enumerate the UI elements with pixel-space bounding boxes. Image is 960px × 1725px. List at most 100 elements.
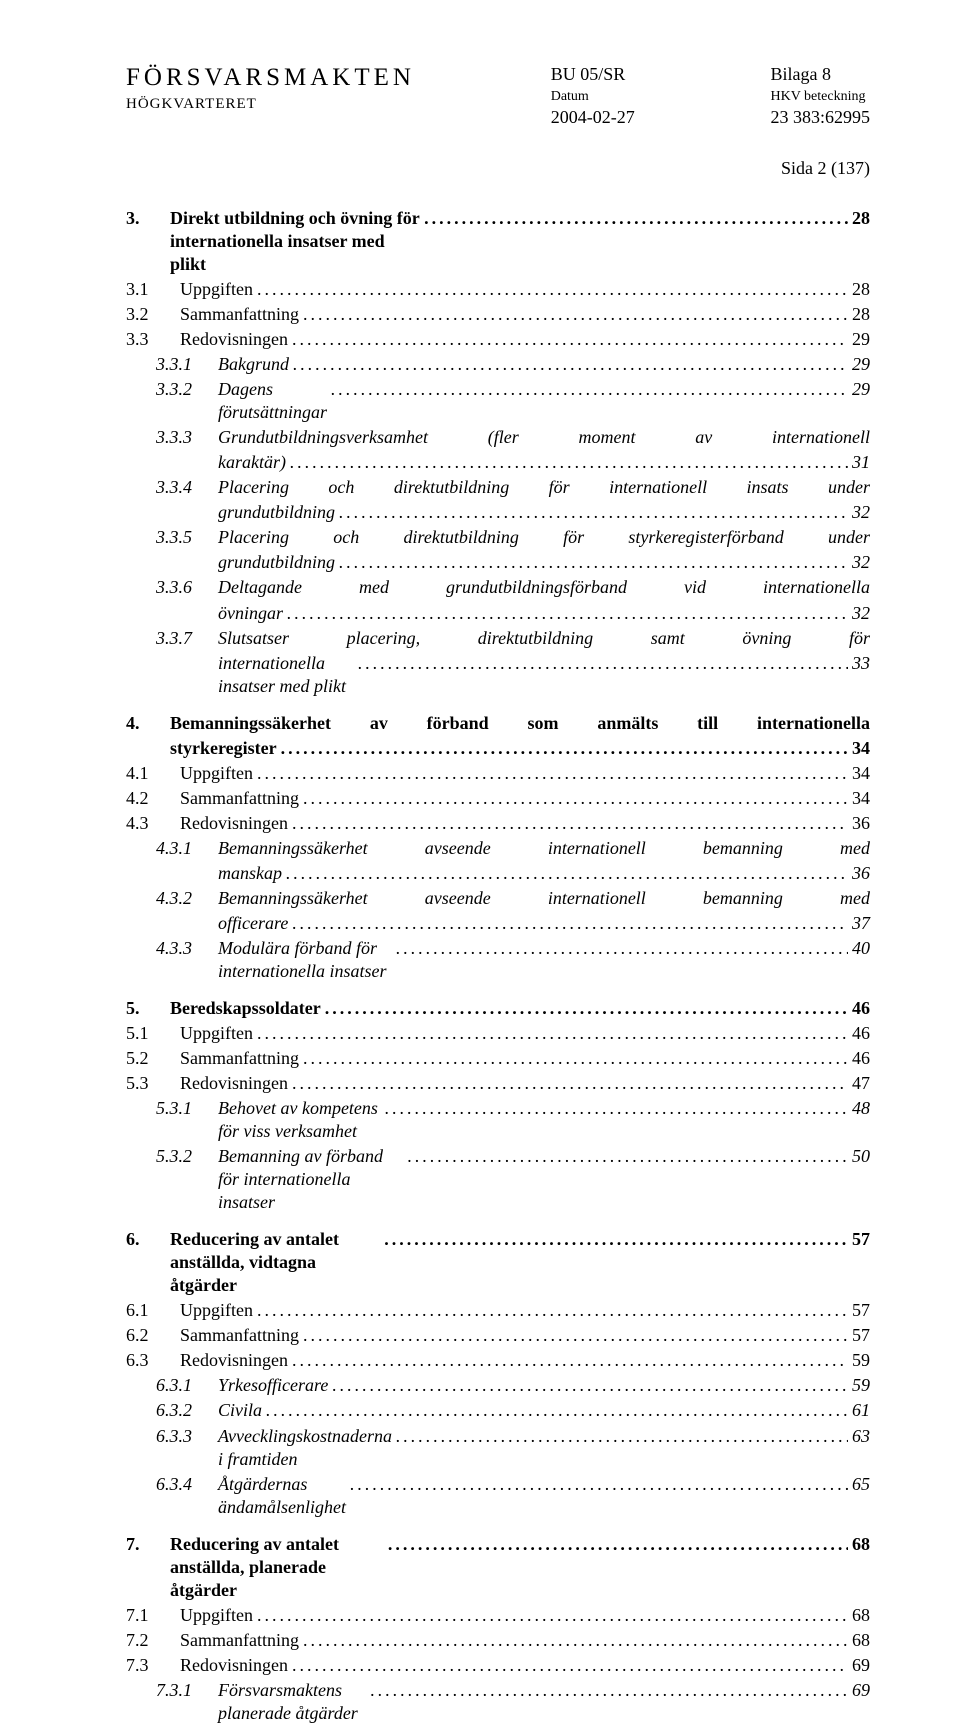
toc-entry: 3.3.2Dagens förutsättningar.............… bbox=[126, 378, 870, 424]
table-of-contents: 3.Direkt utbildning och övning för inter… bbox=[126, 207, 870, 1725]
toc-title: Civila bbox=[218, 1399, 262, 1422]
toc-title: Sammanfattning bbox=[180, 1047, 299, 1070]
toc-leader: ........................................… bbox=[384, 1228, 848, 1251]
toc-title-cont: grundutbildning bbox=[218, 551, 335, 574]
toc-title-cont: manskap bbox=[218, 862, 282, 885]
toc-page: 33 bbox=[852, 652, 870, 675]
toc-entry: 7.3.1Försvarsmaktens planerade åtgärder.… bbox=[126, 1679, 870, 1725]
toc-entry: 6.3.2Civila.............................… bbox=[126, 1399, 870, 1422]
toc-title: Direkt utbildning och övning för interna… bbox=[170, 207, 420, 276]
toc-leader: ........................................… bbox=[332, 1374, 848, 1397]
toc-leader: ........................................… bbox=[257, 762, 848, 785]
toc-entry: 4.Bemanningssäkerhet av förband som anmä… bbox=[126, 712, 870, 735]
toc-title: Redovisningen bbox=[180, 812, 288, 835]
toc-leader: ........................................… bbox=[408, 1145, 848, 1168]
toc-entry: 7.2Sammanfattning.......................… bbox=[126, 1629, 870, 1652]
doc-id: BU 05/SR bbox=[551, 64, 635, 85]
header-left: FÖRSVARSMAKTEN HÖGKVARTERET bbox=[126, 64, 415, 113]
toc-title: Sammanfattning bbox=[180, 787, 299, 810]
toc-number: 5.3 bbox=[126, 1072, 180, 1095]
toc-leader: ........................................… bbox=[292, 1349, 848, 1372]
toc-title-cont: officerare bbox=[218, 912, 288, 935]
toc-title: Redovisningen bbox=[180, 1654, 288, 1677]
toc-entry: 6.1Uppgiften............................… bbox=[126, 1299, 870, 1322]
toc-number: 3.3.5 bbox=[126, 526, 218, 549]
date-label: Datum bbox=[551, 89, 635, 105]
toc-leader: ........................................… bbox=[331, 378, 848, 401]
toc-number: 3.3.2 bbox=[126, 378, 218, 401]
toc-title: Försvarsmaktens planerade åtgärder bbox=[218, 1679, 367, 1725]
toc-number: 7. bbox=[126, 1533, 170, 1556]
date-value: 2004-02-27 bbox=[551, 107, 635, 128]
toc-number: 6. bbox=[126, 1228, 170, 1251]
toc-page: 31 bbox=[852, 451, 870, 474]
toc-number-blank bbox=[126, 501, 218, 524]
toc-entry: 5.Beredskapssoldater....................… bbox=[126, 997, 870, 1020]
toc-number: 4.2 bbox=[126, 787, 180, 810]
toc-page: 28 bbox=[852, 303, 870, 326]
header-middle: BU 05/SR Datum 2004-02-27 bbox=[551, 64, 635, 128]
toc-entry-cont: manskap.................................… bbox=[126, 862, 870, 885]
toc-page: 69 bbox=[852, 1679, 870, 1702]
toc-entry: 5.1Uppgiften............................… bbox=[126, 1022, 870, 1045]
toc-title: Sammanfattning bbox=[180, 1629, 299, 1652]
toc-entry: 4.3.2Bemanningssäkerhet avseende interna… bbox=[126, 887, 870, 910]
toc-leader: ........................................… bbox=[266, 1399, 848, 1422]
toc-number-blank bbox=[126, 451, 218, 474]
toc-number: 6.3 bbox=[126, 1349, 180, 1372]
toc-title: Deltagande med grundutbildningsförband v… bbox=[218, 576, 870, 599]
toc-number: 4. bbox=[126, 712, 170, 735]
toc-number: 4.3.3 bbox=[126, 937, 218, 960]
toc-entry-cont: officerare..............................… bbox=[126, 912, 870, 935]
toc-entry: 3.1Uppgiften............................… bbox=[126, 278, 870, 301]
toc-leader: ........................................… bbox=[290, 451, 848, 474]
toc-number: 3.2 bbox=[126, 303, 180, 326]
toc-page: 28 bbox=[852, 278, 870, 301]
toc-leader: ........................................… bbox=[292, 328, 848, 351]
toc-entry: 5.3.2Bemanning av förband för internatio… bbox=[126, 1145, 870, 1214]
toc-entry-cont: övningar................................… bbox=[126, 602, 870, 625]
toc-title: Reducering av antalet anställda, vidtagn… bbox=[170, 1228, 380, 1297]
toc-number-blank bbox=[126, 737, 170, 760]
toc-entry: 3.3.6Deltagande med grundutbildningsförb… bbox=[126, 576, 870, 599]
toc-page: 34 bbox=[852, 737, 870, 760]
toc-title: Bakgrund bbox=[218, 353, 289, 376]
toc-page: 34 bbox=[852, 762, 870, 785]
toc-number: 4.3.2 bbox=[126, 887, 218, 910]
toc-title: Yrkesofficerare bbox=[218, 1374, 328, 1397]
toc-page: 32 bbox=[852, 501, 870, 524]
toc-page: 29 bbox=[852, 328, 870, 351]
toc-page: 46 bbox=[852, 1022, 870, 1045]
toc-page: 63 bbox=[852, 1425, 870, 1448]
toc-page: 61 bbox=[852, 1399, 870, 1422]
toc-leader: ........................................… bbox=[303, 787, 848, 810]
toc-entry-cont: grundutbildning.........................… bbox=[126, 501, 870, 524]
toc-page: 36 bbox=[852, 812, 870, 835]
toc-number: 6.3.1 bbox=[126, 1374, 218, 1397]
toc-leader: ........................................… bbox=[257, 1022, 848, 1045]
toc-title-cont: styrkeregister bbox=[170, 737, 277, 760]
toc-entry: 7.1Uppgiften............................… bbox=[126, 1604, 870, 1627]
toc-number: 5.1 bbox=[126, 1022, 180, 1045]
toc-leader: ........................................… bbox=[293, 353, 848, 376]
toc-number: 3. bbox=[126, 207, 170, 230]
toc-entry: 7.3Redovisningen........................… bbox=[126, 1654, 870, 1677]
toc-entry: 3.3.4Placering och direktutbildning för … bbox=[126, 476, 870, 499]
toc-leader: ........................................… bbox=[350, 1473, 848, 1496]
toc-entry: 6.3Redovisningen........................… bbox=[126, 1349, 870, 1372]
toc-number-blank bbox=[126, 912, 218, 935]
toc-number: 3.3.1 bbox=[126, 353, 218, 376]
toc-title: Sammanfattning bbox=[180, 1324, 299, 1347]
toc-leader: ........................................… bbox=[286, 862, 848, 885]
toc-title: Bemanning av förband för internationella… bbox=[218, 1145, 404, 1214]
toc-title: Uppgiften bbox=[180, 762, 253, 785]
toc-title: Redovisningen bbox=[180, 1349, 288, 1372]
toc-number: 7.3.1 bbox=[126, 1679, 218, 1702]
toc-page: 47 bbox=[852, 1072, 870, 1095]
toc-number: 3.3.7 bbox=[126, 627, 218, 650]
toc-page: 32 bbox=[852, 551, 870, 574]
toc-number: 7.2 bbox=[126, 1629, 180, 1652]
page: FÖRSVARSMAKTEN HÖGKVARTERET BU 05/SR Dat… bbox=[0, 0, 960, 1508]
toc-title: Placering och direktutbildning för inter… bbox=[218, 476, 870, 499]
toc-page: 69 bbox=[852, 1654, 870, 1677]
